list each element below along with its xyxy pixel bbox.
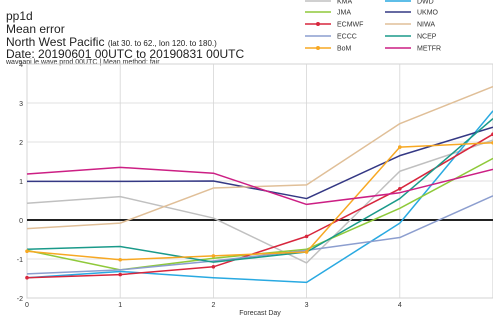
series-line-niwa — [26, 85, 493, 230]
series-line-ukmo — [27, 126, 493, 200]
legend-label-bom: BoM — [337, 46, 352, 53]
legend-label-niwa: NIWA — [417, 22, 435, 29]
series-line-kma — [26, 139, 493, 264]
region-bounds: (lat 30. to 62., lon 120. to 180.) — [107, 39, 217, 48]
series-line-ncep — [26, 118, 493, 263]
legend-label-jma: JMA — [337, 10, 351, 17]
data-point-ecmwf — [25, 275, 29, 280]
x-tick-label: 2 — [211, 302, 215, 309]
product-title: pp1d — [6, 9, 33, 23]
data-point-bom — [25, 249, 29, 253]
y-tick-label: 2 — [19, 140, 23, 147]
data-point-ecmwf — [304, 234, 309, 239]
x-tick-label: 1 — [118, 302, 122, 309]
y-tick-label: -1 — [17, 257, 23, 264]
date-range: Date: 20190601 00UTC to 20190831 00UTC — [6, 47, 245, 61]
y-tick-label: 1 — [19, 179, 23, 186]
legend-marker-ecmwf — [316, 22, 320, 26]
y-tick-label: 0 — [19, 218, 23, 225]
data-point-ecmwf — [211, 265, 216, 269]
series-line-ecmwf — [26, 133, 493, 279]
data-point-ecmwf — [398, 187, 402, 191]
metric-title: Mean error — [6, 22, 65, 36]
data-point-bom — [398, 145, 402, 149]
series-line-dwd — [26, 110, 493, 284]
y-tick-label: -2 — [17, 296, 23, 303]
data-point-bom — [304, 250, 309, 254]
legend-label-ecmwf: ECMWF — [337, 22, 363, 29]
legend-label-ukmo: UKMO — [417, 10, 439, 17]
legend-label-metfr: METFR — [417, 46, 441, 53]
x-axis-label: Forecast Day — [239, 310, 281, 317]
data-point-bom — [118, 257, 122, 262]
x-tick-label: 4 — [398, 302, 402, 309]
x-tick-label: 0 — [25, 302, 29, 309]
series-line-bom — [26, 142, 493, 261]
y-tick-label: 3 — [19, 101, 23, 108]
legend-label-kma: KMA — [337, 0, 353, 6]
series-line-metfr — [26, 166, 493, 206]
axes: -2 -1 0 1 2 3 4 0 1 2 3 4 — [17, 62, 493, 309]
legend-marker-bom — [316, 46, 320, 50]
y-tick-label: 4 — [19, 62, 23, 69]
series-line-eccc — [26, 195, 493, 275]
series-lines — [25, 85, 493, 284]
legend: KMA DWD JMA UKMO ECMWF NIWA ECCC NCEP BoM METFR — [305, 0, 441, 53]
region-title: North West Pacific (lat 30. to 62., lon … — [6, 35, 217, 49]
legend-label-eccc: ECCC — [337, 34, 357, 41]
data-point-ecmwf — [118, 272, 122, 277]
x-tick-label: 3 — [305, 302, 309, 309]
data-point-bom — [211, 254, 216, 258]
region-name: North West Pacific — [6, 35, 105, 49]
legend-label-dwd: DWD — [417, 0, 434, 6]
legend-label-ncep: NCEP — [417, 34, 437, 41]
method-note: waveapi le wave prod 00UTC | Mean method… — [6, 59, 160, 66]
